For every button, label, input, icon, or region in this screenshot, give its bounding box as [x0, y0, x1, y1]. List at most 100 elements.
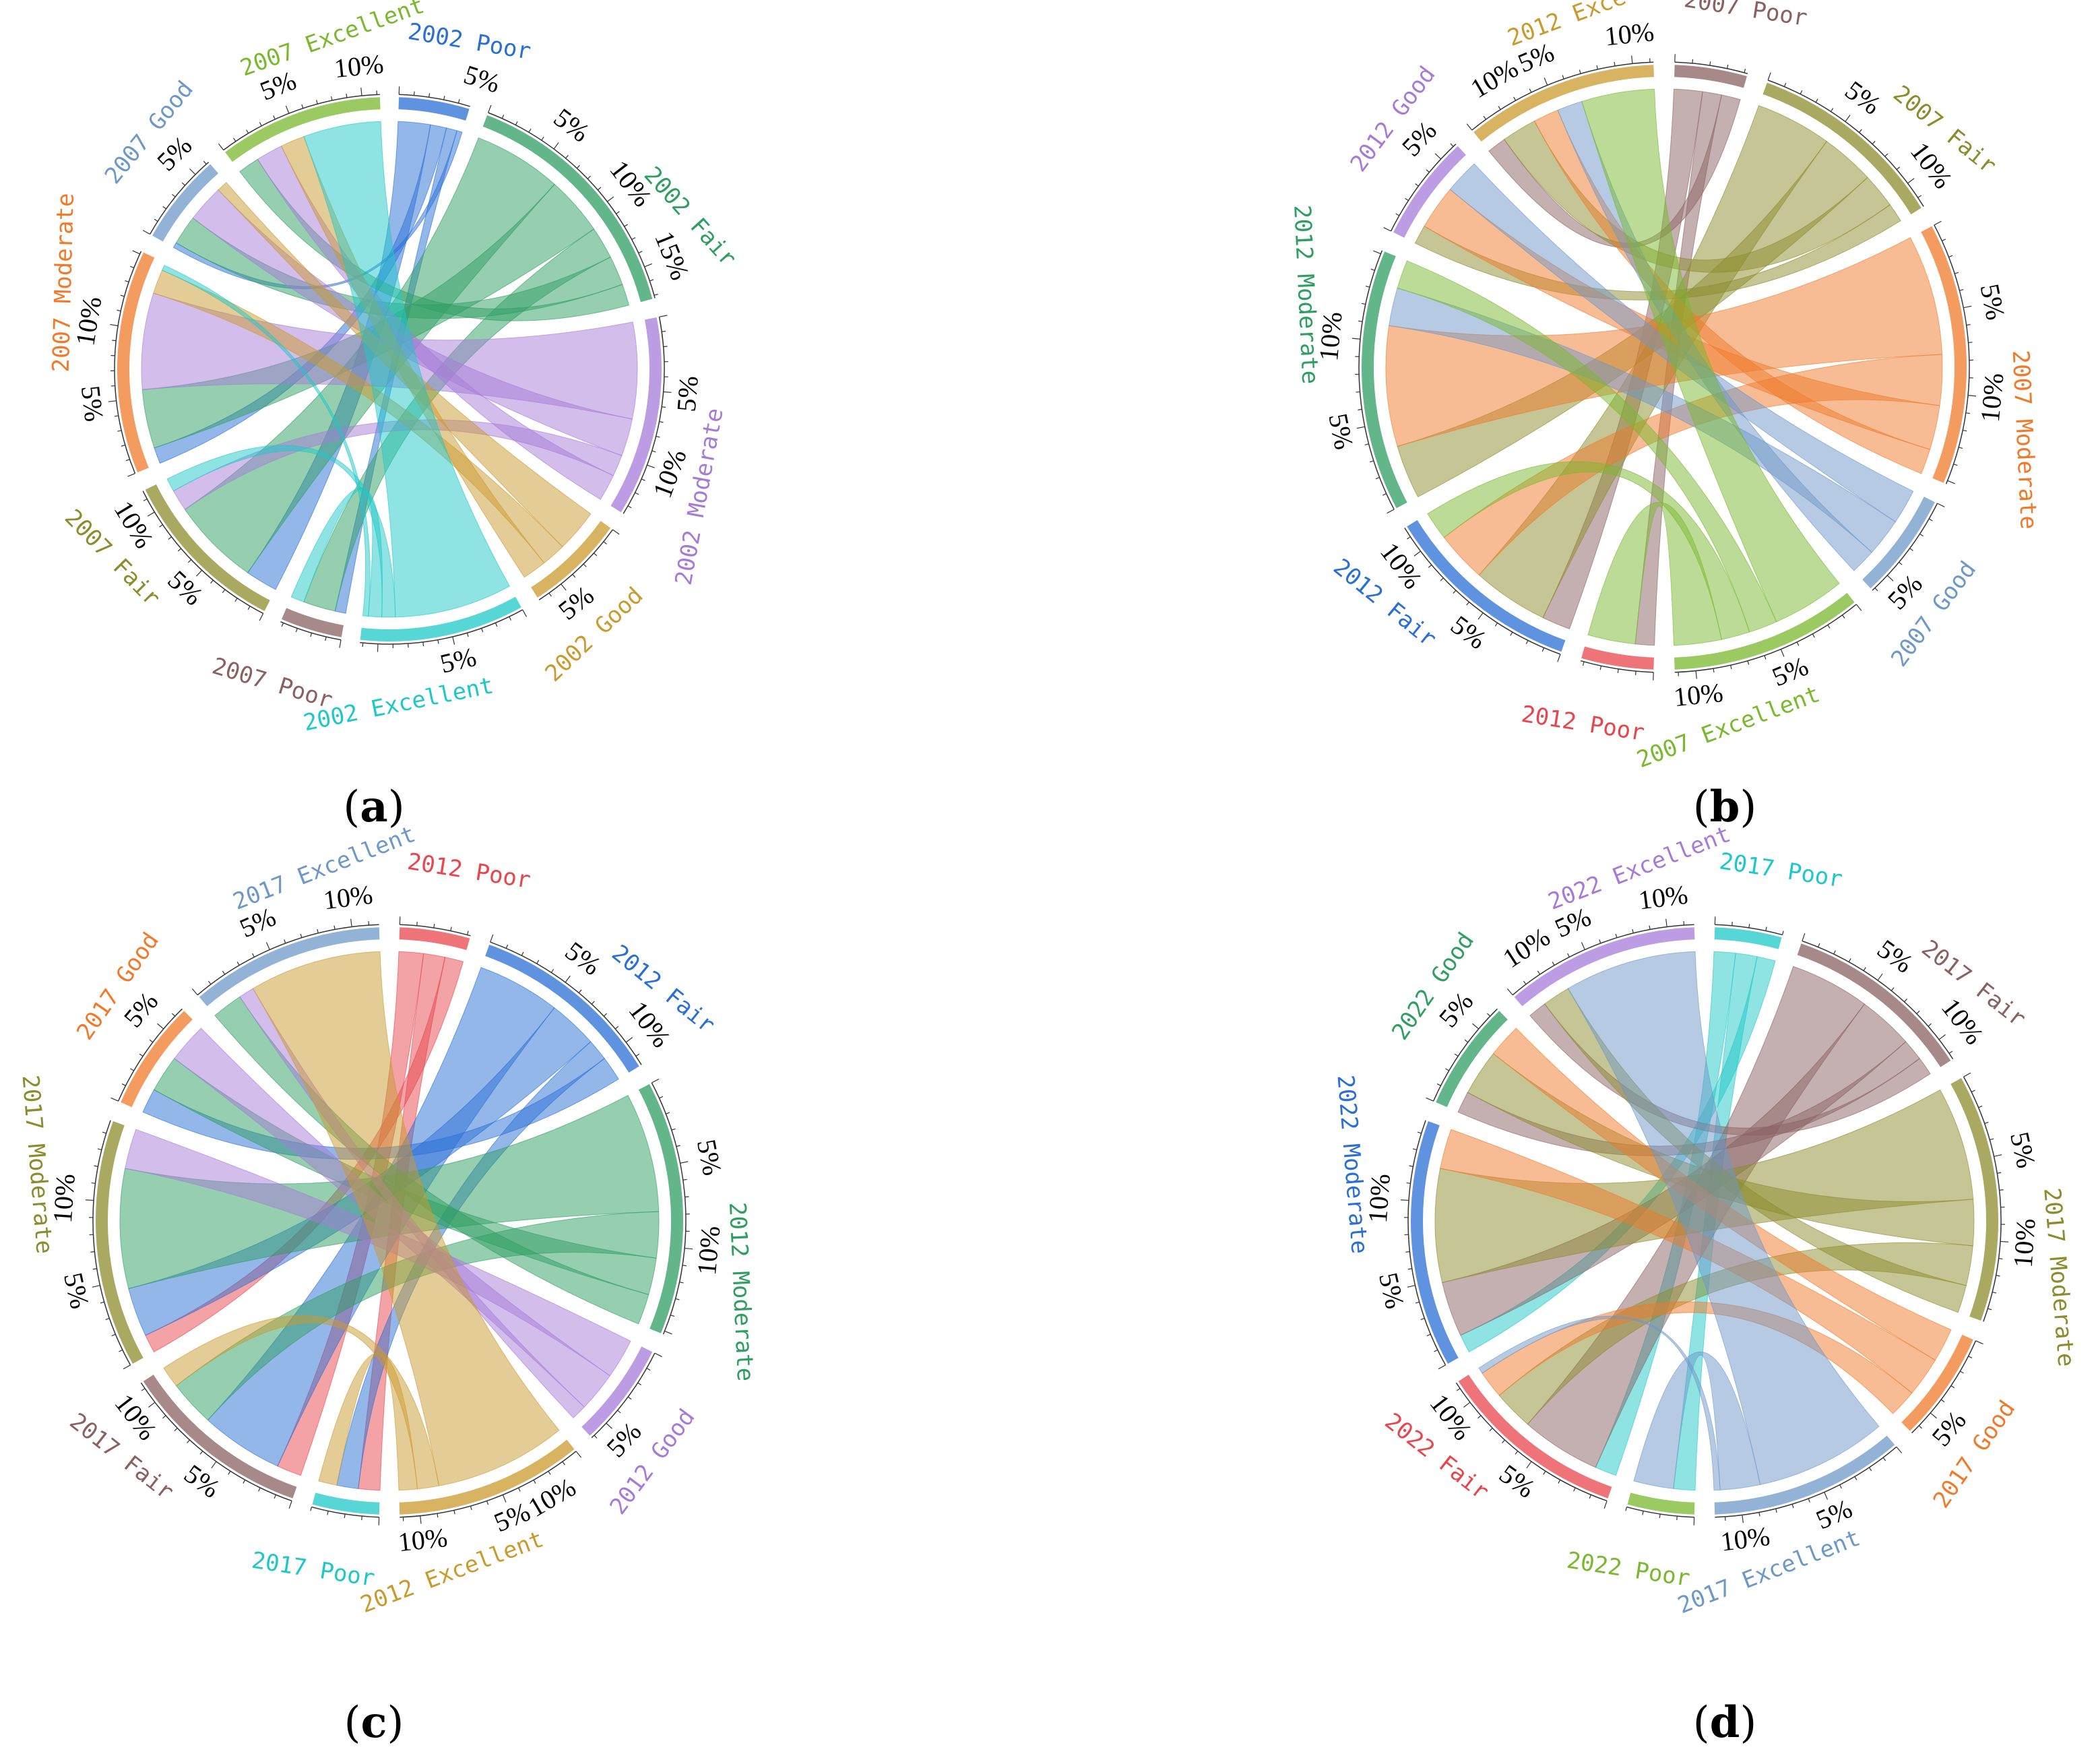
tick-mark — [1940, 1399, 1945, 1403]
tick-mark — [162, 206, 166, 210]
tick-mark — [1407, 1285, 1416, 1288]
tick-mark — [1426, 1097, 1434, 1102]
tick-mark — [548, 592, 552, 597]
tick-label: 5% — [58, 1270, 96, 1312]
tick-mark — [676, 1145, 680, 1147]
tick-axis-2012-fair — [1404, 528, 1561, 655]
tick-axis-2002-poor — [399, 94, 470, 107]
tick-mark — [1414, 550, 1421, 557]
tick-axis-2017-good — [1911, 1340, 1977, 1434]
tick-mark — [612, 529, 620, 535]
tick-mark — [1767, 72, 1771, 81]
tick-mark — [310, 1507, 313, 1511]
chords — [1434, 951, 1975, 1491]
segment-label-2012-poor: 2012 Poor — [1519, 701, 1646, 747]
tick-mark — [501, 115, 505, 119]
panel-label-a: (a) — [343, 782, 405, 832]
tick-mark — [1909, 548, 1913, 551]
tick-mark — [1896, 1446, 1903, 1453]
tick-mark — [1558, 1480, 1561, 1484]
tick-mark — [1812, 633, 1815, 638]
tick-axis-2012-poor — [400, 924, 471, 937]
tick-axis-2017-fair — [1802, 940, 1954, 1060]
segment-label-2012-excellent: 2012 Excellent — [357, 1525, 547, 1618]
tick-axis-2007-poor — [280, 621, 342, 641]
chord-2017-good-to-2022-good — [1492, 1028, 1952, 1361]
tick-mark — [1791, 1504, 1794, 1509]
tick-mark — [565, 154, 569, 159]
tick-mark — [121, 444, 125, 447]
tick-mark — [662, 406, 666, 408]
tick-label: 5% — [560, 935, 607, 981]
chord-panel-c: 2012 Poor 5% 10% 2012 Fair 5% 10% 2012 Moderat… — [0, 821, 1048, 1764]
tick-mark — [1463, 1401, 1471, 1408]
tick-mark — [141, 1388, 146, 1391]
tick-mark — [646, 1368, 651, 1371]
tick-axis-2017-good — [117, 1008, 183, 1102]
segment-label-2007-moderate: 2007 Moderate — [2007, 350, 2042, 530]
chord-panel-d: 2017 Poor 5% 10% 2017 Fair 5% 10% 2017 Moderat… — [1048, 821, 2096, 1764]
tick-mark — [682, 1178, 687, 1180]
tick-axis-2022-good — [1432, 1008, 1498, 1102]
tick-mark — [1625, 1507, 1628, 1511]
tick-mark — [1947, 480, 1955, 484]
chord-2007-good-to-2012-excellent — [1557, 100, 1873, 571]
tick-mark — [1848, 958, 1851, 962]
tick-mark — [635, 1053, 640, 1057]
tick-label: 5% — [1494, 1458, 1541, 1504]
tick-mark — [157, 1023, 164, 1030]
tick-mark — [553, 142, 559, 150]
tick-mark — [1863, 967, 1866, 972]
tick-mark — [1765, 926, 1767, 931]
tick-axis-2012-moderate — [651, 1082, 687, 1335]
tick-mark — [1676, 1516, 1678, 1521]
tick-mark — [1406, 1182, 1411, 1184]
segment-arc-2007-good — [152, 164, 219, 242]
tick-mark — [490, 934, 494, 943]
segment-arc-2007-poor — [1674, 65, 1747, 88]
segment-label-2017-moderate: 2017 Moderate — [16, 1074, 57, 1255]
tick-mark — [1382, 493, 1387, 496]
tick-mark — [453, 1510, 455, 1515]
segment-arc-2017-moderate — [1950, 1078, 1998, 1321]
tick-mark — [1978, 1105, 1983, 1108]
tick-mark — [505, 944, 509, 949]
tick-mark — [528, 128, 532, 133]
segment-label-2017-poor: 2017 Poor — [250, 1547, 377, 1592]
tick-mark — [1428, 564, 1432, 568]
segment-arc-2017-excellent — [1714, 1435, 1895, 1515]
tick-label: 5% — [2004, 1129, 2042, 1171]
tick-mark — [1884, 153, 1888, 157]
tick-mark — [346, 93, 348, 98]
tick-mark — [515, 121, 518, 125]
tick-mark — [597, 187, 602, 191]
tick-mark — [583, 563, 587, 567]
segment-arc-2012-fair — [485, 944, 639, 1073]
tick-mark — [666, 1112, 670, 1114]
tick-mark — [174, 1428, 178, 1432]
chord-2012-fair-to-2017-good — [142, 1058, 619, 1160]
tick-axis-2012-fair — [490, 941, 642, 1065]
tick-mark — [548, 1471, 551, 1475]
tick-mark — [1748, 923, 1750, 928]
tick-mark — [1426, 169, 1430, 173]
tick-mark — [638, 251, 643, 253]
tick-mark — [1523, 980, 1527, 985]
tick-mark — [1992, 1292, 1997, 1294]
tick-mark — [1544, 77, 1548, 86]
tick-mark — [2000, 1240, 2008, 1242]
segment-arc-2007-excellent — [225, 97, 381, 162]
tick-label: 10% — [1637, 879, 1689, 916]
tick-mark — [680, 1161, 689, 1164]
segment-arc-2002-excellent — [360, 596, 521, 642]
tick-mark — [1709, 61, 1711, 66]
tick-mark — [470, 1506, 472, 1511]
tick-mark — [522, 609, 528, 617]
tick-mark — [281, 623, 284, 627]
tick-mark — [1919, 533, 1924, 537]
tick-axis-2012-good — [591, 1352, 656, 1439]
tick-label: 10% — [2008, 1218, 2041, 1269]
